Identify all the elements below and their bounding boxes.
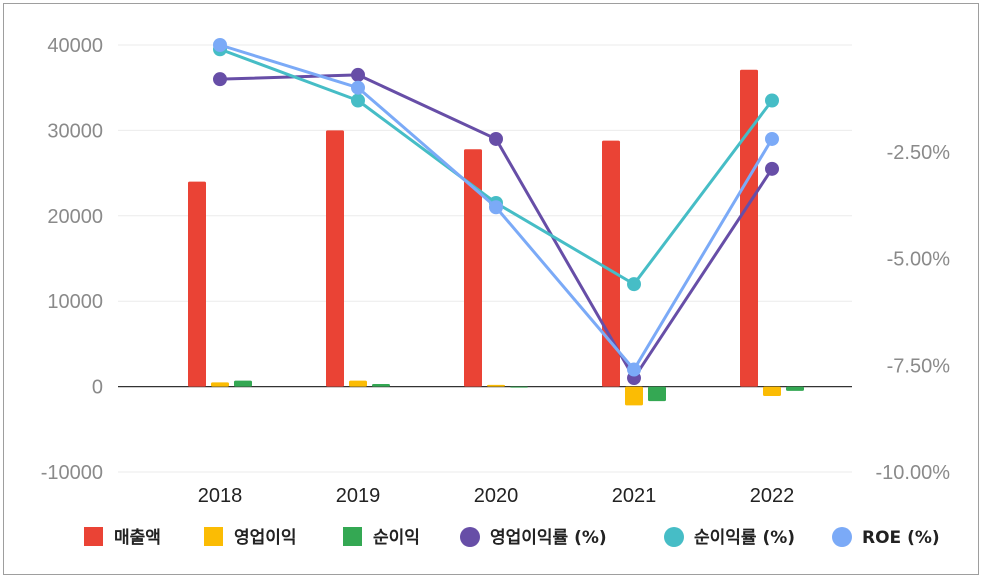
bar-3-2021	[648, 386, 666, 402]
legend-label: 순이익률 (%)	[694, 528, 795, 548]
y-left-tick-label: 20000	[47, 206, 103, 228]
legend-label: ROE (%)	[862, 528, 940, 548]
bar-2-2018	[211, 382, 229, 387]
x-tick-label: 2022	[750, 485, 795, 507]
x-tick-label: 2021	[612, 485, 657, 507]
bar-1-2019	[326, 130, 344, 387]
bar-3-2019	[372, 384, 390, 387]
legend-swatch	[664, 527, 684, 547]
legend-label: 매출액	[114, 528, 161, 548]
y-axis-right-ticks: -2.50% -5.00% -7.50% -10.00%	[876, 142, 951, 484]
legend-swatch	[832, 527, 852, 547]
bar-series-group	[188, 69, 804, 406]
legend-swatch	[460, 527, 480, 547]
point-1-2018	[213, 72, 227, 87]
legend-label: 영업이익	[234, 528, 297, 548]
point-3-2019	[351, 80, 365, 95]
point-1-2022	[765, 161, 779, 176]
point-3-2020	[489, 200, 503, 215]
bar-3-2020	[510, 386, 528, 388]
point-3-2021	[627, 362, 641, 377]
legend: 매출액 영업이익 순이익 영업이익률 (%) 순이익률 (%) ROE (%)	[84, 527, 940, 548]
y-axis-left-ticks: 40000 30000 20000 10000 0 -10000	[41, 35, 103, 484]
legend-swatch	[84, 527, 103, 546]
y-right-tick-label: -2.50%	[887, 142, 951, 164]
line-series-2	[219, 47, 774, 286]
bar-3-2022	[786, 386, 804, 391]
point-3-2022	[765, 131, 779, 146]
legend-swatch	[343, 527, 362, 546]
legend-label: 영업이익률 (%)	[490, 528, 607, 548]
chart-frame	[3, 3, 979, 575]
point-1-2020	[489, 131, 503, 146]
line-series-1	[219, 73, 774, 380]
bar-3-2018	[234, 380, 252, 387]
y-left-tick-label: 10000	[47, 291, 103, 313]
bar-1-2021	[602, 140, 620, 387]
point-3-2018	[213, 38, 227, 52]
line-series-group	[213, 38, 779, 386]
bar-1-2020	[464, 149, 482, 387]
point-1-2019	[351, 67, 365, 82]
point-2-2019	[351, 93, 365, 108]
x-tick-label: 2018	[198, 485, 243, 507]
y-right-tick-label: -7.50%	[887, 355, 951, 377]
bar-2-2019	[349, 380, 367, 387]
legend-swatch	[204, 527, 223, 546]
x-tick-label: 2019	[336, 485, 381, 507]
y-left-tick-label: 40000	[47, 35, 103, 57]
bar-2-2021	[625, 386, 643, 406]
point-2-2021	[627, 277, 641, 292]
bar-1-2022	[740, 69, 758, 387]
x-tick-label: 2020	[474, 485, 519, 507]
y-left-tick-label: -10000	[41, 462, 103, 484]
y-left-tick-label: 0	[92, 377, 103, 399]
x-axis-ticks: 2018 2019 2020 2021 2022	[198, 485, 795, 507]
bar-1-2018	[188, 181, 206, 387]
y-left-tick-label: 30000	[47, 120, 103, 142]
y-right-tick-label: -5.00%	[887, 249, 951, 271]
bar-2-2022	[763, 386, 781, 396]
legend-label: 순이익	[373, 528, 420, 548]
bar-2-2020	[487, 384, 505, 387]
point-2-2022	[765, 93, 779, 108]
y-right-tick-label: -10.00%	[876, 462, 951, 484]
